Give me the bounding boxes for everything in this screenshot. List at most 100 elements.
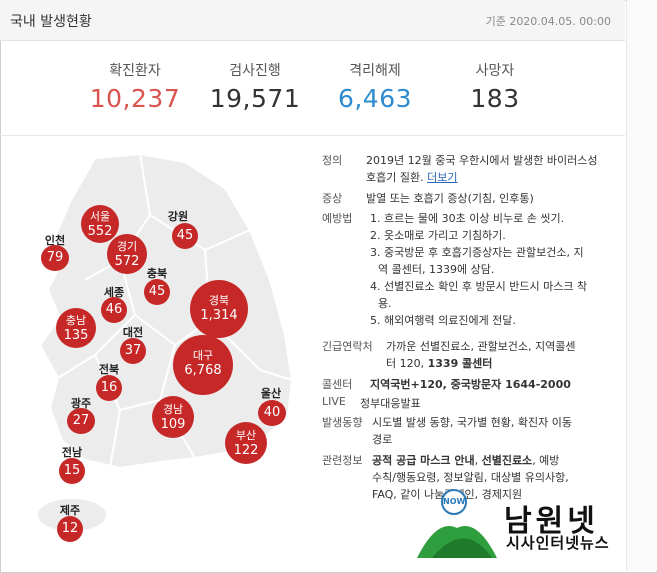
region-value: 572 bbox=[114, 254, 140, 269]
region-value: 79 bbox=[46, 250, 64, 265]
prevention-line: 용. bbox=[378, 297, 392, 310]
namwon-net-logo: NOW 남원넷 시사인터넷뉴스 bbox=[412, 488, 652, 568]
page-title: 국내 발생현황 bbox=[10, 14, 92, 30]
region-gangwon[interactable]: 45 bbox=[172, 223, 198, 249]
info-key: 발생동향 bbox=[322, 416, 363, 429]
region-sejong[interactable]: 46 bbox=[101, 297, 127, 323]
region-name-ulsan: 울산 bbox=[260, 387, 282, 400]
live-link[interactable]: 정부대응발표 bbox=[360, 397, 421, 410]
info-key: 관련정보 bbox=[322, 454, 363, 467]
region-name-gwangju: 광주 bbox=[70, 397, 92, 410]
region-value: 40 bbox=[263, 405, 281, 420]
region-value: 37 bbox=[124, 343, 142, 358]
info-value: 공적 공급 마스크 안내, 선별진료소, 예방 수칙/행동요령, 정보알림, 대… bbox=[372, 452, 626, 503]
logo-subtitle: 시사인터넷뉴스 bbox=[506, 534, 610, 552]
region-gyeonggi[interactable]: 경기 572 bbox=[107, 234, 147, 274]
stat-deaths[interactable]: 사망자 183 bbox=[430, 60, 560, 113]
info-value: 지역국번+120, 중국방문자 1644-2000 bbox=[370, 378, 571, 391]
region-name-jeju: 제주 bbox=[59, 504, 81, 517]
trend-line-1[interactable]: 시도별 발생 동향, 국가별 현황, 확진자 이동 bbox=[372, 416, 573, 429]
region-name: 대구 bbox=[192, 349, 214, 362]
region-name-sejong: 세종 bbox=[103, 286, 125, 299]
mask-info-link[interactable]: 공적 공급 마스크 안내 bbox=[372, 454, 475, 467]
region-jeonnam[interactable]: 15 bbox=[59, 458, 85, 484]
region-name-jeonnam: 전남 bbox=[61, 446, 83, 459]
logo-badge: NOW bbox=[443, 497, 466, 506]
region-name: 부산 bbox=[235, 429, 257, 442]
region-value: 46 bbox=[105, 302, 123, 317]
region-value: 16 bbox=[100, 380, 118, 395]
status-header: 국내 발생현황 기준 2020.04.05. 00:00 bbox=[0, 0, 625, 41]
emergency-1339: 1339 콜센터 bbox=[427, 357, 493, 370]
info-key: 콜센터 bbox=[322, 378, 353, 391]
region-name-incheon: 인천 bbox=[44, 234, 66, 247]
stat-label: 격리해제 bbox=[349, 63, 401, 79]
prevention-line: 1. 흐르는 물에 30초 이상 비누로 손 씻기. bbox=[370, 212, 565, 225]
stat-label: 검사진행 bbox=[229, 63, 281, 79]
region-daegu[interactable]: 대구 6,768 bbox=[173, 335, 233, 395]
related-line-2[interactable]: 수칙/행동요령, 정보알림, 대상별 유의사항, bbox=[372, 471, 569, 484]
region-name-jeonbuk: 전북 bbox=[98, 363, 120, 376]
info-value: 시도별 발생 동향, 국가별 현황, 확진자 이동 경로 bbox=[372, 414, 626, 448]
stat-released[interactable]: 격리해제 6,463 bbox=[310, 60, 440, 113]
definition-line-1: 2019년 12월 중국 우한시에서 발생한 바이러스성 bbox=[366, 154, 598, 167]
region-value: 552 bbox=[87, 224, 113, 239]
stat-label: 사망자 bbox=[475, 63, 515, 79]
prevention-line: 역 콜센터, 1339에 상담. bbox=[378, 263, 495, 276]
region-name-daejeon: 대전 bbox=[122, 326, 144, 339]
related-line-1: 공적 공급 마스크 안내, 선별진료소, 예방 bbox=[372, 452, 626, 469]
region-name: 서울 bbox=[89, 210, 111, 223]
prevention-line: 2. 옷소매로 가리고 기침하기. bbox=[370, 229, 506, 242]
region-value: 45 bbox=[176, 228, 194, 243]
info-value: 발열 또는 호흡기 증상(기침, 인후통) bbox=[366, 192, 534, 205]
region-busan[interactable]: 부산 122 bbox=[225, 422, 267, 464]
region-jeonbuk[interactable]: 16 bbox=[96, 375, 122, 401]
more-link[interactable]: 더보기 bbox=[427, 171, 458, 184]
region-name: 경남 bbox=[162, 403, 184, 416]
logo-name: 남원넷 bbox=[504, 504, 599, 539]
related-text[interactable]: , 예방 bbox=[532, 454, 560, 467]
region-name: 경북 bbox=[208, 294, 230, 307]
region-value: 135 bbox=[63, 328, 89, 343]
definition-text: 호흡기 질환. bbox=[366, 171, 424, 184]
definition-line-2: 호흡기 질환. 더보기 bbox=[366, 169, 626, 186]
emergency-text: 터 120, bbox=[386, 357, 428, 370]
info-key: 정의 bbox=[322, 154, 343, 167]
region-value: 15 bbox=[63, 463, 81, 478]
stat-confirmed[interactable]: 확진환자 10,237 bbox=[70, 60, 200, 113]
side-strip bbox=[626, 0, 657, 571]
trend-line-2[interactable]: 경로 bbox=[372, 433, 393, 446]
korea-map: 서울 552 강원 45 인천 79 경기 572 충북 45 세종 46 경북… bbox=[0, 140, 315, 570]
stat-value: 19,571 bbox=[209, 84, 301, 113]
region-daejeon[interactable]: 37 bbox=[120, 338, 146, 364]
prevention-line: 4. 선별진료소 확인 후 방문시 반드시 마스크 착 bbox=[370, 280, 588, 293]
region-name-gangwon: 강원 bbox=[167, 210, 189, 223]
region-value: 12 bbox=[61, 521, 79, 536]
region-gyeongbuk[interactable]: 경북 1,314 bbox=[190, 280, 248, 338]
info-value: 2019년 12월 중국 우한시에서 발생한 바이러스성 호흡기 질환. 더보기 bbox=[366, 152, 626, 186]
region-name-chungbuk: 충북 bbox=[146, 267, 168, 280]
region-seoul[interactable]: 서울 552 bbox=[81, 205, 119, 243]
region-incheon[interactable]: 79 bbox=[41, 245, 69, 271]
emergency-line-1: 가까운 선별진료소, 관할보건소, 지역콜센 bbox=[386, 340, 576, 353]
region-chungnam[interactable]: 충남 135 bbox=[56, 308, 96, 348]
prevention-line: 3. 중국방문 후 호흡기증상자는 관할보건소, 지 bbox=[370, 246, 584, 259]
info-key: LIVE bbox=[322, 395, 346, 408]
info-value: 가까운 선별진료소, 관할보건소, 지역콜센 터 120, 1339 콜센터 bbox=[386, 338, 626, 372]
info-value: 1. 흐르는 물에 30초 이상 비누로 손 씻기. 2. 옷소매로 가리고 기… bbox=[370, 210, 626, 329]
info-key: 증상 bbox=[322, 192, 343, 205]
region-gwangju[interactable]: 27 bbox=[67, 408, 95, 434]
region-value: 6,768 bbox=[184, 363, 222, 378]
info-key: 긴급연락처 bbox=[322, 340, 373, 353]
screening-clinic-link[interactable]: 선별진료소 bbox=[481, 454, 533, 467]
stat-testing[interactable]: 검사진행 19,571 bbox=[190, 60, 320, 113]
region-value: 27 bbox=[72, 413, 90, 428]
region-chungbuk[interactable]: 45 bbox=[144, 279, 170, 305]
region-jeju[interactable]: 12 bbox=[57, 516, 83, 542]
region-ulsan[interactable]: 40 bbox=[258, 400, 286, 426]
stat-value: 10,237 bbox=[89, 84, 181, 113]
region-value: 109 bbox=[160, 417, 186, 432]
region-gyeongnam[interactable]: 경남 109 bbox=[152, 396, 194, 438]
stat-value: 183 bbox=[470, 84, 520, 113]
region-name: 충남 bbox=[65, 314, 87, 327]
